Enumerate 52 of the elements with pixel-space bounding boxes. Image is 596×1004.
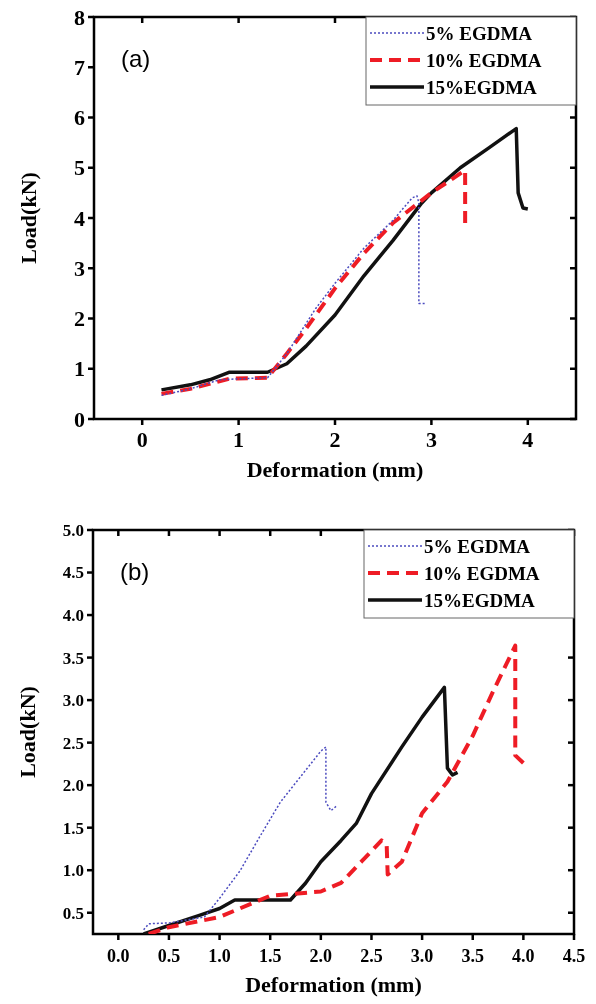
y-tick-label: 0.5 xyxy=(62,903,84,923)
line-series xyxy=(159,126,530,392)
y-tick-label: 3.0 xyxy=(62,691,84,711)
x-tick-label: 2.0 xyxy=(309,946,333,966)
y-tick-label: 3.5 xyxy=(62,648,84,668)
x-tick-label: 1 xyxy=(233,427,245,452)
legend-label: 15%EGDMA xyxy=(426,76,538,98)
x-tick-label: 0 xyxy=(136,427,148,452)
legend-label: 15%EGDMA xyxy=(424,589,536,611)
x-tick-label: 0.5 xyxy=(157,946,181,966)
legend-label: 5% EGDMA xyxy=(426,22,533,44)
y-tick-label: 8 xyxy=(74,4,85,30)
y-tick-label: 2.5 xyxy=(62,733,84,753)
x-tick-label: 2 xyxy=(329,427,341,452)
legend-label: 5% EGDMA xyxy=(424,535,531,557)
y-tick-label: 1.0 xyxy=(62,861,84,881)
y-tick-label: 7 xyxy=(74,54,85,80)
y-tick-label: 5.0 xyxy=(62,520,84,540)
y-tick-label: 1.5 xyxy=(62,818,84,838)
annotation: (b) xyxy=(120,558,150,585)
y-axis-title: Load(kN) xyxy=(16,172,41,264)
y-tick-label: 4.5 xyxy=(62,563,84,583)
y-axis-title: Load(kN) xyxy=(15,686,40,778)
x-tick-label: 3.0 xyxy=(410,946,434,966)
line-series xyxy=(160,195,426,397)
y-tick-label: 2 xyxy=(74,306,85,332)
x-tick-label: 4.5 xyxy=(562,946,586,966)
x-tick-label: 3.5 xyxy=(461,946,484,966)
line-series xyxy=(146,643,526,934)
x-tick-label: 4.0 xyxy=(512,946,535,966)
line-series xyxy=(142,746,337,931)
y-tick-label: 3 xyxy=(74,255,85,281)
line-series xyxy=(141,685,460,934)
x-tick-label: 0.0 xyxy=(107,946,130,966)
y-tick-label: 4 xyxy=(74,205,85,231)
x-axis-title: Deformation (mm) xyxy=(246,457,424,482)
y-tick-label: 6 xyxy=(74,105,85,131)
x-tick-label: 1.0 xyxy=(208,946,231,966)
annotation: (a) xyxy=(121,45,151,72)
y-tick-label: 5 xyxy=(74,155,85,181)
x-tick-label: 2.5 xyxy=(360,946,383,966)
y-tick-label: 2.0 xyxy=(62,776,84,796)
x-axis-title: Deformation (mm) xyxy=(245,972,422,997)
y-tick-label: 1 xyxy=(74,356,85,382)
legend-label: 10% EGDMA xyxy=(424,562,540,584)
line-series xyxy=(159,168,468,396)
legend-label: 10% EGDMA xyxy=(426,49,542,71)
x-tick-label: 3 xyxy=(425,427,437,452)
x-tick-label: 1.5 xyxy=(258,946,282,966)
y-tick-label: 4.0 xyxy=(62,606,84,625)
x-tick-label: 4 xyxy=(522,427,534,452)
y-tick-label: 0 xyxy=(74,406,85,432)
